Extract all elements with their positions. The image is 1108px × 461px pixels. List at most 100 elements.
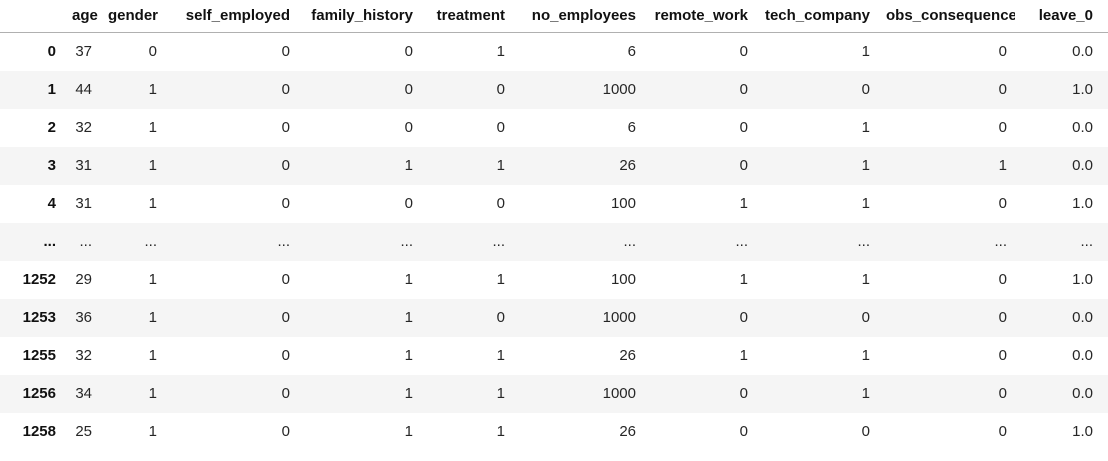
cell-family_history: 0 [404, 195, 413, 212]
cell-treatment: 0 [496, 195, 505, 212]
cell-age: 32 [75, 347, 92, 364]
row-index-label: 3 [47, 157, 56, 174]
cell-no_employees: 100 [610, 271, 636, 288]
cell-no_employees: 6 [627, 119, 636, 136]
cell-self_employed: 0 [281, 423, 290, 440]
column-header-obs_consequence: obs_consequence [878, 0, 1015, 33]
table-row: 2 32 1 0 0 0 6 0 1 0 0.0 [0, 109, 1108, 147]
cell-remote_work: 0 [739, 423, 748, 440]
cell-gender: 1 [148, 309, 157, 326]
cell-treatment: 1 [496, 423, 505, 440]
column-header-no_employees: no_employees [513, 0, 644, 33]
cell-gender: 1 [148, 385, 157, 402]
column-header-tech_company: tech_company [756, 0, 878, 33]
cell-treatment: 1 [496, 157, 505, 174]
cell-obs_consequence: 0 [998, 347, 1007, 364]
row-index-label: 1 [47, 81, 56, 98]
cell-self_employed: 0 [281, 81, 290, 98]
row-index-label: 4 [47, 195, 56, 212]
cell-self_employed: 0 [281, 347, 290, 364]
cell-age: 36 [75, 309, 92, 326]
row-index-label: 1256 [22, 385, 56, 402]
cell-tech_company: 1 [861, 195, 870, 212]
column-header-age: age [64, 0, 100, 33]
cell-obs_consequence: 0 [998, 385, 1007, 402]
column-header-gender: gender [100, 0, 165, 33]
cell-gender: 1 [148, 271, 157, 288]
table-body: 0 37 0 0 0 1 6 0 1 0 0.0 1 44 1 0 0 0 1000 0 0 0 1.0 2 32 1 0 0 0 6 0… [0, 33, 1108, 452]
cell-leave_0: 0.0 [1072, 309, 1093, 326]
cell-family_history: 1 [404, 271, 413, 288]
cell-obs_consequence: 1 [998, 157, 1007, 174]
cell-remote_work: 1 [739, 271, 748, 288]
cell-leave_0: 1.0 [1072, 423, 1093, 440]
cell-treatment: 0 [496, 81, 505, 98]
cell-treatment: 1 [496, 347, 505, 364]
row-index-label: ... [43, 233, 56, 250]
cell-self_employed: 0 [281, 309, 290, 326]
cell-gender: 1 [148, 195, 157, 212]
cell-remote_work: 1 [739, 195, 748, 212]
cell-no_employees: 1000 [602, 385, 636, 402]
cell-age: ... [79, 233, 92, 250]
cell-remote_work: 0 [739, 385, 748, 402]
cell-remote_work: ... [735, 233, 748, 250]
row-index-label: 1258 [22, 423, 56, 440]
cell-leave_0: ... [1080, 233, 1093, 250]
cell-tech_company: 0 [861, 423, 870, 440]
cell-no_employees: 6 [627, 43, 636, 60]
cell-obs_consequence: 0 [998, 119, 1007, 136]
column-header-remote_work: remote_work [644, 0, 756, 33]
cell-tech_company: 1 [861, 43, 870, 60]
cell-gender: 1 [148, 423, 157, 440]
cell-leave_0: 1.0 [1072, 271, 1093, 288]
cell-treatment: ... [492, 233, 505, 250]
cell-leave_0: 1.0 [1072, 195, 1093, 212]
cell-family_history: 1 [404, 347, 413, 364]
table-row: ................................. [0, 223, 1108, 261]
cell-tech_company: 1 [861, 119, 870, 136]
row-index-label: 1252 [22, 271, 56, 288]
cell-treatment: 0 [496, 119, 505, 136]
cell-age: 34 [75, 385, 92, 402]
column-header-self_employed: self_employed [165, 0, 298, 33]
cell-tech_company: 0 [861, 309, 870, 326]
column-header-treatment: treatment [421, 0, 513, 33]
cell-age: 31 [75, 195, 92, 212]
cell-obs_consequence: 0 [998, 271, 1007, 288]
cell-family_history: 1 [404, 423, 413, 440]
cell-gender: 1 [148, 157, 157, 174]
cell-tech_company: 1 [861, 347, 870, 364]
cell-self_employed: 0 [281, 271, 290, 288]
cell-obs_consequence: 0 [998, 81, 1007, 98]
cell-remote_work: 0 [739, 81, 748, 98]
cell-gender: 1 [148, 347, 157, 364]
cell-self_employed: 0 [281, 157, 290, 174]
cell-self_employed: 0 [281, 195, 290, 212]
cell-tech_company: 1 [861, 271, 870, 288]
table-row: 1258 25 1 0 1 1 26 0 0 0 1.0 [0, 413, 1108, 451]
cell-tech_company: 1 [861, 385, 870, 402]
column-header-family_history: family_history [298, 0, 421, 33]
cell-remote_work: 0 [739, 309, 748, 326]
cell-remote_work: 0 [739, 157, 748, 174]
table-row: 1256 34 1 0 1 1 1000 0 1 0 0.0 [0, 375, 1108, 413]
row-index-label: 1253 [22, 309, 56, 326]
cell-leave_0: 0.0 [1072, 385, 1093, 402]
cell-gender: 1 [148, 81, 157, 98]
cell-treatment: 1 [496, 271, 505, 288]
row-index-label: 1255 [22, 347, 56, 364]
cell-leave_0: 0.0 [1072, 43, 1093, 60]
cell-no_employees: ... [623, 233, 636, 250]
cell-gender: ... [144, 233, 157, 250]
cell-age: 31 [75, 157, 92, 174]
cell-age: 37 [75, 43, 92, 60]
column-header-leave_0: leave_0 [1015, 0, 1108, 33]
cell-self_employed: 0 [281, 385, 290, 402]
cell-leave_0: 0.0 [1072, 157, 1093, 174]
table-row: 1255 32 1 0 1 1 26 1 1 0 0.0 [0, 337, 1108, 375]
cell-obs_consequence: ... [994, 233, 1007, 250]
cell-remote_work: 0 [739, 119, 748, 136]
cell-tech_company: 1 [861, 157, 870, 174]
